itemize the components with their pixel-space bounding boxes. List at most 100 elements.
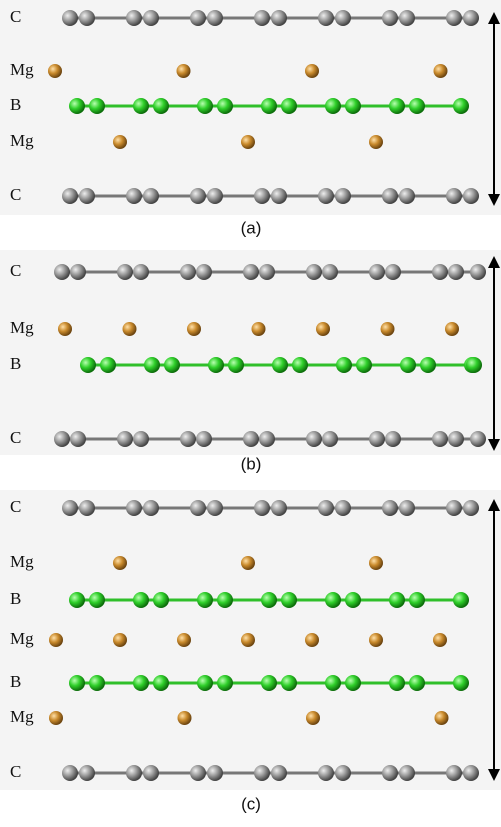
atom xyxy=(271,765,287,781)
atom xyxy=(133,675,149,691)
atom xyxy=(463,765,479,781)
atom xyxy=(133,264,149,280)
panel-bg xyxy=(0,250,501,455)
atom xyxy=(207,10,223,26)
atom xyxy=(243,264,259,280)
atom xyxy=(62,10,78,26)
atom xyxy=(318,765,334,781)
atom xyxy=(335,188,351,204)
layer-label: B xyxy=(10,95,21,114)
atom xyxy=(123,322,137,336)
atom xyxy=(382,188,398,204)
layer-label: C xyxy=(10,428,21,447)
atom xyxy=(113,135,127,149)
atom xyxy=(261,675,277,691)
layer-label: Mg xyxy=(10,707,34,726)
atom xyxy=(470,264,486,280)
atom xyxy=(318,500,334,516)
atom xyxy=(466,357,482,373)
atom xyxy=(335,500,351,516)
atom xyxy=(197,98,213,114)
panel-caption: (c) xyxy=(241,794,261,813)
atom xyxy=(62,188,78,204)
atom xyxy=(178,711,192,725)
atom xyxy=(117,264,133,280)
atom xyxy=(318,188,334,204)
atom xyxy=(325,592,341,608)
atom xyxy=(89,98,105,114)
atom xyxy=(389,592,405,608)
layer-label: Mg xyxy=(10,131,34,150)
atom xyxy=(79,500,95,516)
atom xyxy=(335,765,351,781)
atom xyxy=(382,10,398,26)
atom xyxy=(420,357,436,373)
atom xyxy=(369,431,385,447)
atom xyxy=(325,675,341,691)
atom xyxy=(69,675,85,691)
atom xyxy=(385,431,401,447)
atom xyxy=(207,500,223,516)
atom xyxy=(54,431,70,447)
atom xyxy=(453,675,469,691)
atom xyxy=(316,322,330,336)
atom xyxy=(89,675,105,691)
layer-label: C xyxy=(10,762,21,781)
atom xyxy=(322,264,338,280)
atom xyxy=(49,633,63,647)
atom xyxy=(432,264,448,280)
atom xyxy=(463,10,479,26)
atom xyxy=(187,322,201,336)
atom xyxy=(318,10,334,26)
panel-caption: (b) xyxy=(241,454,262,473)
atom xyxy=(381,322,395,336)
atom xyxy=(271,10,287,26)
atom xyxy=(113,633,127,647)
atom xyxy=(197,592,213,608)
atom xyxy=(190,10,206,26)
atom xyxy=(306,431,322,447)
atom xyxy=(433,633,447,647)
atom xyxy=(432,431,448,447)
atom xyxy=(241,556,255,570)
layer-label: Mg xyxy=(10,552,34,571)
layer-label: C xyxy=(10,7,21,26)
atom xyxy=(113,556,127,570)
atom xyxy=(389,98,405,114)
atom xyxy=(261,592,277,608)
atom xyxy=(446,188,462,204)
atom xyxy=(463,500,479,516)
atom xyxy=(208,357,224,373)
atom xyxy=(89,592,105,608)
layer-label: B xyxy=(10,589,21,608)
atom xyxy=(117,431,133,447)
atom xyxy=(409,592,425,608)
atom xyxy=(126,188,142,204)
atom xyxy=(177,633,191,647)
atom xyxy=(434,64,448,78)
panel-caption: (a) xyxy=(241,218,262,237)
atom xyxy=(254,188,270,204)
layer-label: B xyxy=(10,672,21,691)
atom xyxy=(345,592,361,608)
atom xyxy=(190,188,206,204)
atom xyxy=(409,675,425,691)
atom xyxy=(382,500,398,516)
atom xyxy=(448,431,464,447)
atom xyxy=(217,98,233,114)
atom xyxy=(335,10,351,26)
atom xyxy=(446,10,462,26)
atom xyxy=(356,357,372,373)
atom xyxy=(153,98,169,114)
atom xyxy=(133,98,149,114)
atom xyxy=(190,765,206,781)
atom xyxy=(272,357,288,373)
layer-label: C xyxy=(10,261,21,280)
atom xyxy=(254,765,270,781)
atom xyxy=(153,592,169,608)
layer-label: B xyxy=(10,354,21,373)
atom xyxy=(305,64,319,78)
atom xyxy=(446,765,462,781)
atom xyxy=(70,431,86,447)
atom xyxy=(143,765,159,781)
